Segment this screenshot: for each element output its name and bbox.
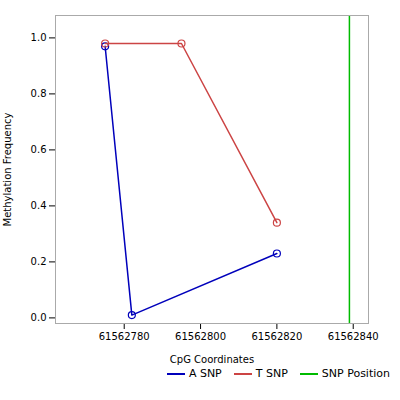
svg-text:61562840: 61562840	[328, 331, 379, 342]
svg-text:0.0: 0.0	[31, 312, 47, 323]
svg-text:Methylation Frequency: Methylation Frequency	[2, 112, 13, 226]
html-text:T SNP: T SNP	[255, 367, 288, 380]
svg-text:0.8: 0.8	[31, 88, 47, 99]
svg-text:0.6: 0.6	[31, 144, 47, 155]
svg-text:0.2: 0.2	[31, 256, 47, 267]
html-text:A SNP: A SNP	[188, 367, 222, 380]
svg-text:61562800: 61562800	[175, 331, 226, 342]
svg-text:61562820: 61562820	[251, 331, 302, 342]
svg-text:0.4: 0.4	[31, 200, 47, 211]
svg-text:61562780: 61562780	[99, 331, 150, 342]
svg-text:CpG Coordinates: CpG Coordinates	[170, 354, 254, 365]
svg-text:1.0: 1.0	[31, 32, 47, 43]
html-text:SNP Position: SNP Position	[321, 367, 390, 380]
